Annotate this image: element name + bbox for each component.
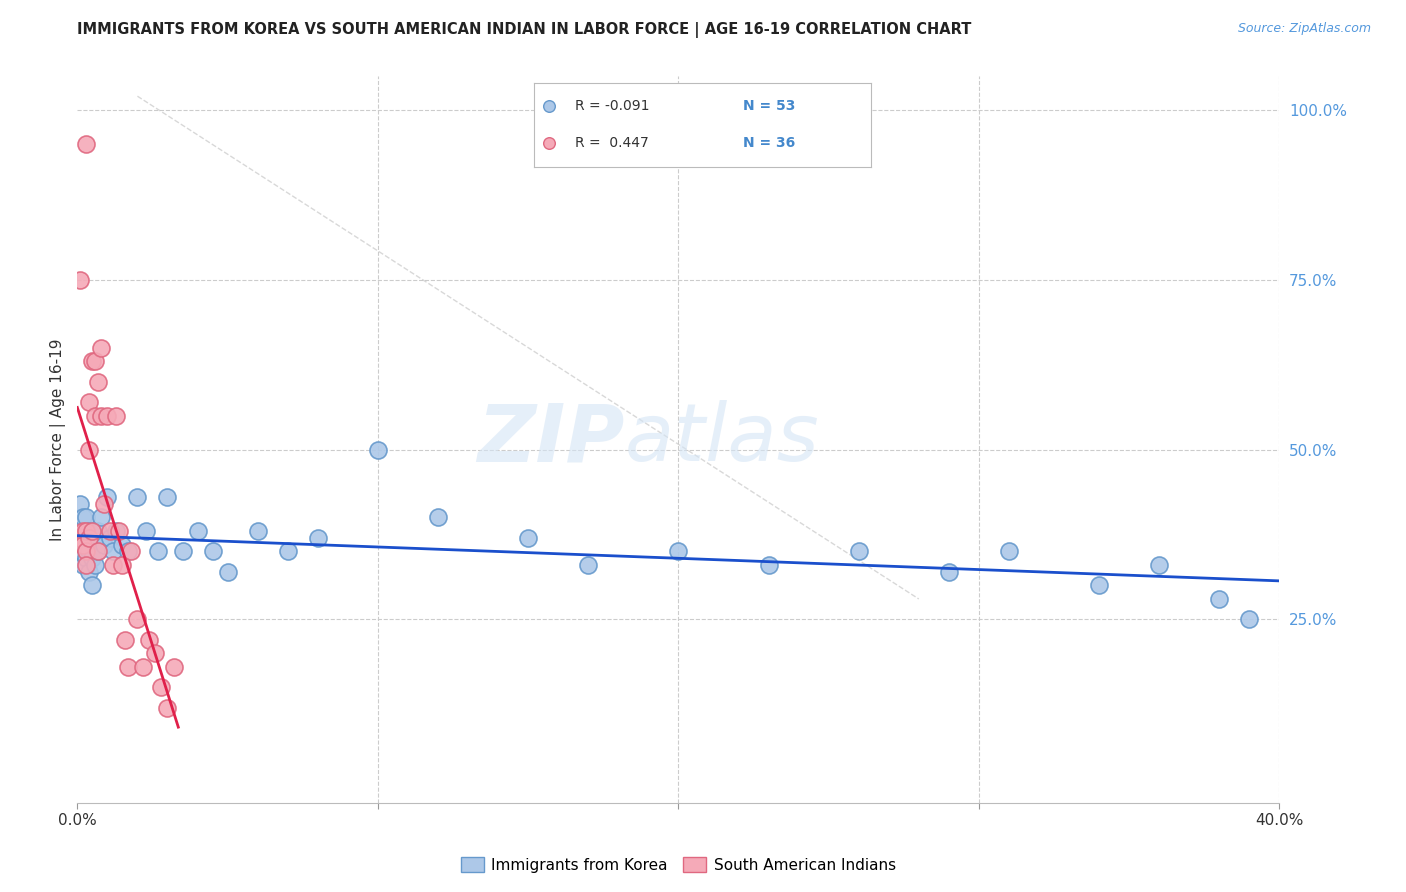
- Point: [120, 544, 142, 558]
- Point: [87, 375, 110, 389]
- Point: [668, 544, 690, 558]
- Point: [69, 524, 91, 538]
- Point: [84, 558, 107, 572]
- Point: [90, 409, 112, 423]
- Point: [79, 565, 101, 579]
- Point: [100, 524, 122, 538]
- Point: [82, 551, 104, 566]
- Legend: Immigrants from Korea, South American Indians: Immigrants from Korea, South American In…: [454, 851, 903, 879]
- Point: [75, 524, 97, 538]
- Point: [105, 524, 128, 538]
- Point: [82, 354, 104, 368]
- Point: [132, 660, 155, 674]
- Point: [138, 632, 160, 647]
- Point: [187, 524, 209, 538]
- Point: [103, 544, 125, 558]
- Point: [82, 578, 104, 592]
- Text: Source: ZipAtlas.com: Source: ZipAtlas.com: [1237, 22, 1371, 36]
- Point: [87, 524, 110, 538]
- Point: [75, 558, 97, 572]
- Point: [127, 612, 149, 626]
- Y-axis label: In Labor Force | Age 16-19: In Labor Force | Age 16-19: [51, 338, 66, 541]
- Text: ZIP: ZIP: [477, 401, 624, 478]
- Point: [156, 490, 179, 504]
- Point: [75, 524, 97, 538]
- Point: [69, 531, 91, 545]
- Point: [576, 558, 599, 572]
- Point: [148, 544, 170, 558]
- Point: [79, 442, 101, 457]
- Point: [75, 544, 97, 558]
- Point: [367, 442, 389, 457]
- Point: [217, 565, 239, 579]
- Point: [117, 660, 139, 674]
- Point: [79, 544, 101, 558]
- Point: [90, 341, 112, 355]
- Point: [84, 409, 107, 423]
- Point: [72, 558, 94, 572]
- Point: [938, 565, 960, 579]
- Point: [172, 544, 194, 558]
- Point: [75, 538, 97, 552]
- Point: [100, 531, 122, 545]
- Point: [758, 558, 780, 572]
- Point: [72, 510, 94, 524]
- Point: [105, 409, 128, 423]
- Point: [84, 538, 107, 552]
- Point: [96, 490, 118, 504]
- Point: [72, 538, 94, 552]
- Point: [84, 354, 107, 368]
- Point: [93, 497, 115, 511]
- Point: [111, 558, 134, 572]
- Point: [1208, 591, 1230, 606]
- Point: [1149, 558, 1171, 572]
- Point: [75, 510, 97, 524]
- Point: [82, 531, 104, 545]
- Point: [72, 524, 94, 538]
- Point: [111, 538, 134, 552]
- Point: [87, 544, 110, 558]
- Point: [517, 531, 540, 545]
- Point: [79, 531, 101, 545]
- Point: [246, 524, 269, 538]
- Point: [93, 538, 115, 552]
- Point: [79, 395, 101, 409]
- Point: [69, 497, 91, 511]
- Point: [127, 490, 149, 504]
- Text: atlas: atlas: [624, 401, 820, 478]
- Point: [72, 538, 94, 552]
- Point: [162, 660, 184, 674]
- Point: [75, 136, 97, 151]
- Point: [108, 524, 131, 538]
- Point: [150, 681, 173, 695]
- Point: [1088, 578, 1111, 592]
- Point: [427, 510, 450, 524]
- Point: [69, 273, 91, 287]
- Point: [90, 510, 112, 524]
- Point: [145, 646, 167, 660]
- Point: [1239, 612, 1261, 626]
- Point: [135, 524, 157, 538]
- Point: [103, 558, 125, 572]
- Point: [114, 632, 136, 647]
- Point: [82, 524, 104, 538]
- Point: [96, 409, 118, 423]
- Point: [277, 544, 299, 558]
- Text: IMMIGRANTS FROM KOREA VS SOUTH AMERICAN INDIAN IN LABOR FORCE | AGE 16-19 CORREL: IMMIGRANTS FROM KOREA VS SOUTH AMERICAN …: [77, 22, 972, 38]
- Point: [156, 700, 179, 714]
- Point: [69, 544, 91, 558]
- Point: [201, 544, 224, 558]
- Point: [72, 531, 94, 545]
- Point: [79, 524, 101, 538]
- Point: [75, 551, 97, 566]
- Point: [87, 544, 110, 558]
- Point: [117, 544, 139, 558]
- Point: [848, 544, 870, 558]
- Point: [998, 544, 1021, 558]
- Point: [307, 531, 329, 545]
